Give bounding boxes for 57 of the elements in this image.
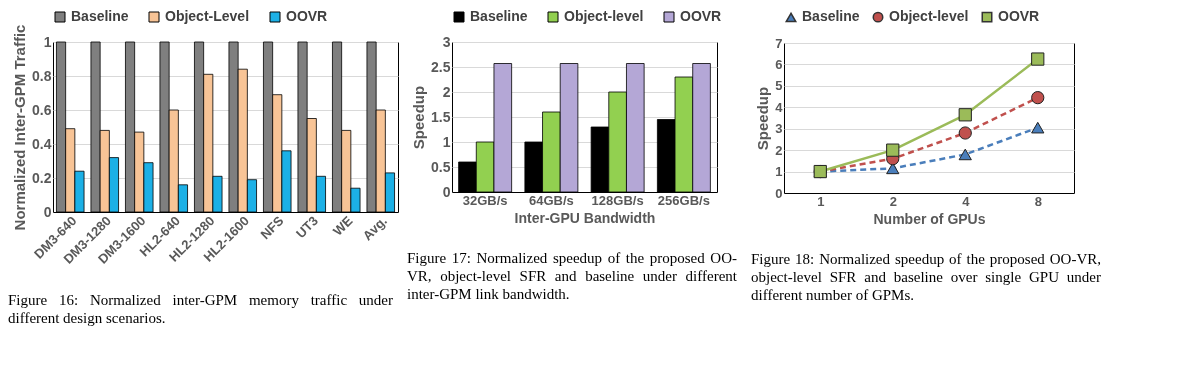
y-tick-label: 1 xyxy=(43,33,52,50)
y-tick-label: 1.5 xyxy=(431,108,451,125)
x-axis-title: Inter-GPU Bandwidth xyxy=(514,209,656,226)
x-tick-label: Avg. xyxy=(359,213,390,244)
y-tick-label: 0 xyxy=(775,185,783,201)
legend-label: OOVR xyxy=(680,8,722,24)
legend-label: Baseline xyxy=(71,8,129,24)
point xyxy=(958,148,972,161)
y-tick-label: 0.6 xyxy=(32,101,52,118)
y-tick-label: 1 xyxy=(442,133,451,150)
legend-label: Object-Level xyxy=(165,8,250,24)
y-tick-label: 0.2 xyxy=(32,169,52,186)
x-tick-label: 2 xyxy=(889,193,897,209)
y-axis-title: Speedup xyxy=(410,85,428,150)
x-tick-label: WE xyxy=(330,212,356,239)
y-tick-label: 0 xyxy=(43,203,52,220)
caption: Figure 18: Normalized speedup of the proposed OO-VR, object-level SFR and baseline over single GPU under different number of GPMs. xyxy=(751,250,1101,304)
point xyxy=(1031,52,1045,66)
y-tick-label: 5 xyxy=(775,78,783,94)
x-axis-title: Number of GPUs xyxy=(873,210,986,227)
y-tick-label: 0.5 xyxy=(431,158,451,175)
y-axis-title: Speedup xyxy=(754,86,772,151)
y-tick-label: 2 xyxy=(775,142,783,158)
y-tick-label: 2 xyxy=(442,83,451,100)
y-tick-label: 0 xyxy=(442,183,451,200)
x-tick-label: 8 xyxy=(1034,193,1042,209)
point xyxy=(958,108,972,122)
x-tick-label: 64GB/s xyxy=(528,192,574,208)
x-tick-label: 4 xyxy=(962,193,971,209)
point xyxy=(1031,91,1045,105)
y-tick-label: 0.8 xyxy=(32,67,52,84)
y-tick-label: 0.4 xyxy=(32,135,52,152)
y-tick-label: 6 xyxy=(775,56,783,72)
y-tick-label: 7 xyxy=(775,35,783,51)
caption: Figure 16: Normalized inter-GPM memory traffic under different design scenarios. xyxy=(8,291,393,327)
x-tick-label: 256GB/s xyxy=(657,192,710,208)
point xyxy=(886,143,900,157)
point xyxy=(958,126,972,140)
x-tick-label: 32GB/s xyxy=(462,192,508,208)
y-tick-label: 3 xyxy=(442,33,451,50)
y-axis-title: Normalized Inter-GPM Traffic xyxy=(11,24,29,231)
legend-label: OOVR xyxy=(998,8,1040,25)
x-tick-label: 128GB/s xyxy=(591,192,644,208)
caption: Figure 17: Normalized speedup of the proposed OO-VR, object-level SFR and baseline under different inter-GPM link bandwidth. xyxy=(407,249,737,303)
x-tick-label: 1 xyxy=(817,193,825,209)
point xyxy=(886,162,900,175)
legend-label: Object-level xyxy=(889,8,969,25)
legend-label: Object-level xyxy=(564,8,644,24)
y-tick-label: 2.5 xyxy=(431,58,451,75)
y-tick-label: 4 xyxy=(775,99,784,115)
point xyxy=(1031,121,1045,134)
y-tick-label: 1 xyxy=(775,164,783,180)
legend-label: Baseline xyxy=(802,8,860,25)
legend-label: OOVR xyxy=(286,8,328,24)
x-tick-label: UT3 xyxy=(292,213,321,242)
legend-label: Baseline xyxy=(470,8,528,24)
y-tick-label: 3 xyxy=(775,121,783,137)
